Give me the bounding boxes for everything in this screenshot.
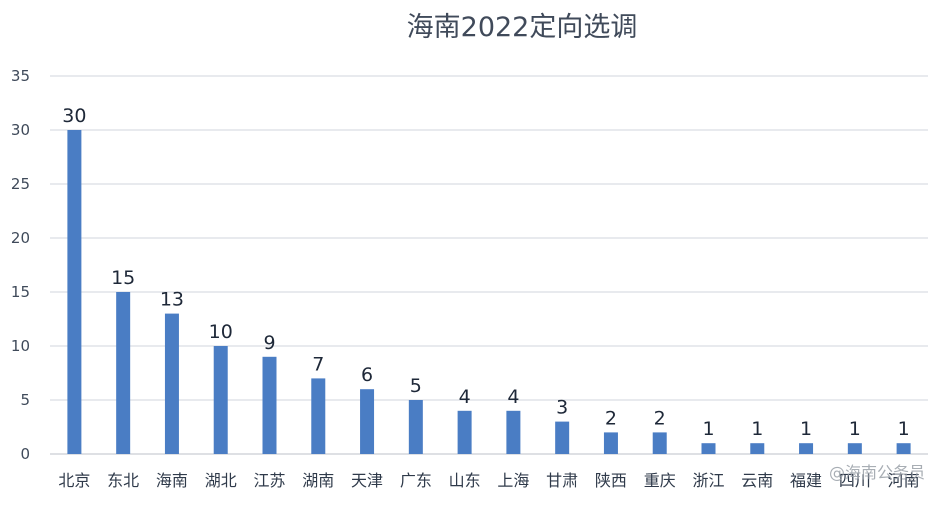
y-tick-label: 20 bbox=[11, 229, 30, 247]
y-axis-ticks: 0 5 10 15 20 25 30 35 bbox=[11, 67, 30, 463]
x-tick-label: 重庆 bbox=[644, 471, 676, 490]
x-tick-label: 福建 bbox=[790, 471, 822, 490]
data-label: 2 bbox=[654, 407, 666, 429]
bar-江苏 bbox=[262, 356, 277, 454]
y-tick-label: 0 bbox=[20, 445, 30, 463]
x-tick-label: 东北 bbox=[107, 471, 139, 490]
y-tick-label: 10 bbox=[11, 337, 30, 355]
x-tick-label: 陕西 bbox=[595, 471, 627, 490]
y-tick-label: 25 bbox=[11, 175, 30, 193]
bar-云南 bbox=[750, 443, 765, 454]
bar-四川 bbox=[847, 443, 862, 454]
data-label: 1 bbox=[849, 418, 861, 440]
bar-北京 bbox=[67, 130, 82, 454]
data-label: 30 bbox=[62, 105, 86, 127]
data-label: 10 bbox=[209, 321, 233, 343]
bars bbox=[67, 130, 911, 454]
bar-福建 bbox=[799, 443, 814, 454]
x-tick-label: 湖南 bbox=[302, 471, 334, 490]
bar-浙江 bbox=[701, 443, 716, 454]
gridlines bbox=[50, 75, 928, 455]
x-axis-ticks: 北京 东北 海南 湖北 江苏 湖南 天津 广东 山东 上海 甘肃 陕西 重庆 浙江 云南 福建 四川 河南 bbox=[58, 471, 919, 490]
y-tick-label: 5 bbox=[20, 391, 30, 409]
x-tick-label: 湖北 bbox=[205, 471, 237, 490]
chart-title: 海南2022定向选调 bbox=[407, 12, 638, 43]
data-label: 1 bbox=[702, 418, 714, 440]
bar-上海 bbox=[506, 410, 521, 454]
x-tick-label: 广东 bbox=[400, 471, 432, 490]
watermark: @海南公务员 bbox=[829, 463, 925, 482]
x-tick-label: 四川 bbox=[839, 471, 871, 490]
bar-河南 bbox=[896, 443, 911, 454]
x-tick-label: 江苏 bbox=[253, 471, 285, 490]
data-label: 9 bbox=[263, 332, 275, 354]
data-label: 4 bbox=[507, 386, 519, 408]
data-label: 7 bbox=[312, 353, 324, 375]
bar-山东 bbox=[457, 410, 472, 454]
x-tick-label: 河南 bbox=[888, 471, 920, 490]
bar-重庆 bbox=[652, 432, 667, 454]
bar-海南 bbox=[164, 313, 179, 454]
bar-东北 bbox=[116, 292, 131, 454]
x-tick-label: 天津 bbox=[351, 471, 383, 490]
data-label: 6 bbox=[361, 364, 373, 386]
bar-天津 bbox=[360, 389, 375, 454]
data-label: 1 bbox=[800, 418, 812, 440]
y-tick-label: 35 bbox=[11, 67, 30, 85]
bar-湖北 bbox=[213, 346, 228, 454]
data-label: 4 bbox=[459, 386, 471, 408]
x-tick-label: 上海 bbox=[497, 471, 529, 490]
x-tick-label: 甘肃 bbox=[546, 471, 578, 490]
data-labels: 30 15 13 10 9 7 6 5 4 4 3 2 2 1 1 1 1 1 bbox=[62, 105, 909, 440]
bar-湖南 bbox=[311, 378, 326, 454]
data-label: 1 bbox=[898, 418, 910, 440]
data-label: 5 bbox=[410, 375, 422, 397]
data-label: 1 bbox=[751, 418, 763, 440]
x-tick-label: 浙江 bbox=[692, 471, 724, 490]
x-tick-label: 海南 bbox=[156, 471, 188, 490]
bar-甘肃 bbox=[555, 421, 570, 454]
bar-陕西 bbox=[603, 432, 618, 454]
x-tick-label: 北京 bbox=[58, 471, 90, 490]
data-label: 15 bbox=[111, 267, 135, 289]
x-tick-label: 云南 bbox=[741, 471, 773, 490]
y-tick-label: 15 bbox=[11, 283, 30, 301]
data-label: 13 bbox=[160, 289, 184, 311]
data-label: 3 bbox=[556, 397, 568, 419]
y-tick-label: 30 bbox=[11, 121, 30, 139]
x-tick-label: 山东 bbox=[449, 471, 481, 490]
data-label: 2 bbox=[605, 407, 617, 429]
bar-广东 bbox=[408, 400, 423, 454]
